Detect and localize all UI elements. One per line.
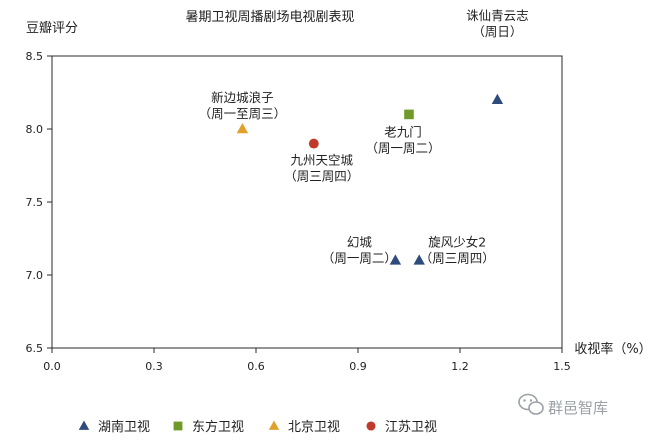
point-label: （周三周四） (284, 169, 359, 184)
legend-marker (173, 421, 183, 431)
point-label: （周三周四） (420, 250, 495, 265)
legend-label: 湖南卫视 (98, 419, 150, 435)
point-label: 新边城浪子 (211, 90, 274, 105)
point-label: 老九门 (384, 124, 422, 139)
y-axis-ticks: 6.5 7.0 7.5 8.0 8.5 (26, 50, 52, 355)
y-tick-label: 7.0 (26, 269, 44, 282)
x-tick-label: 0.9 (349, 360, 367, 373)
point-label: 幻城 (347, 234, 373, 249)
x-axis-ticks: 0.0 0.3 0.6 0.9 1.2 1.5 (43, 348, 571, 373)
x-tick-label: 0.6 (247, 360, 265, 373)
x-tick-label: 0.0 (43, 360, 61, 373)
data-point (404, 109, 414, 120)
watermark: 群邑智库 (518, 393, 608, 417)
y-tick-label: 8.5 (26, 50, 44, 63)
data-points (236, 93, 504, 265)
point-label: （周日） (472, 24, 522, 39)
y-tick-label: 6.5 (26, 342, 44, 355)
point-label: 诛仙青云志 (466, 8, 529, 23)
plot-area (51, 55, 563, 349)
point-label: （周一至周三） (199, 106, 287, 121)
data-point (308, 138, 319, 149)
legend-label: 江苏卫视 (385, 419, 437, 435)
y-tick-label: 8.0 (26, 123, 44, 136)
y-tick-label: 7.5 (26, 196, 44, 209)
y-axis-label: 豆瓣评分 (26, 21, 78, 36)
x-tick-label: 1.5 (553, 360, 571, 373)
data-point (236, 123, 249, 134)
legend-label: 东方卫视 (192, 419, 244, 435)
data-point (389, 254, 402, 265)
wechat-icon (518, 393, 544, 415)
legend-marker (78, 420, 90, 430)
legend-label: 北京卫视 (288, 420, 340, 435)
point-label: 旋风少女2 (428, 234, 486, 249)
legend-marker (366, 421, 376, 431)
x-tick-label: 0.3 (145, 360, 163, 373)
point-label: （周一周二） (322, 250, 397, 265)
point-label: 九州天空城 (291, 153, 354, 168)
point-annotations: 诛仙青云志（周日）幻城（周一周二）旋风少女2（周三周四）老九门（周一周二）新边城… (199, 8, 529, 266)
legend: 湖南卫视 东方卫视 北京卫视 江苏卫视 (78, 419, 437, 435)
point-label: （周一周二） (365, 140, 440, 155)
watermark-text: 群邑智库 (548, 399, 608, 417)
legend-marker (268, 420, 280, 430)
chart-title: 暑期卫视周播剧场电视剧表现 (185, 10, 354, 25)
data-point (413, 254, 425, 265)
x-axis-label: 收视率（%） (574, 341, 651, 357)
data-point (491, 93, 504, 104)
x-tick-label: 1.2 (451, 360, 469, 373)
